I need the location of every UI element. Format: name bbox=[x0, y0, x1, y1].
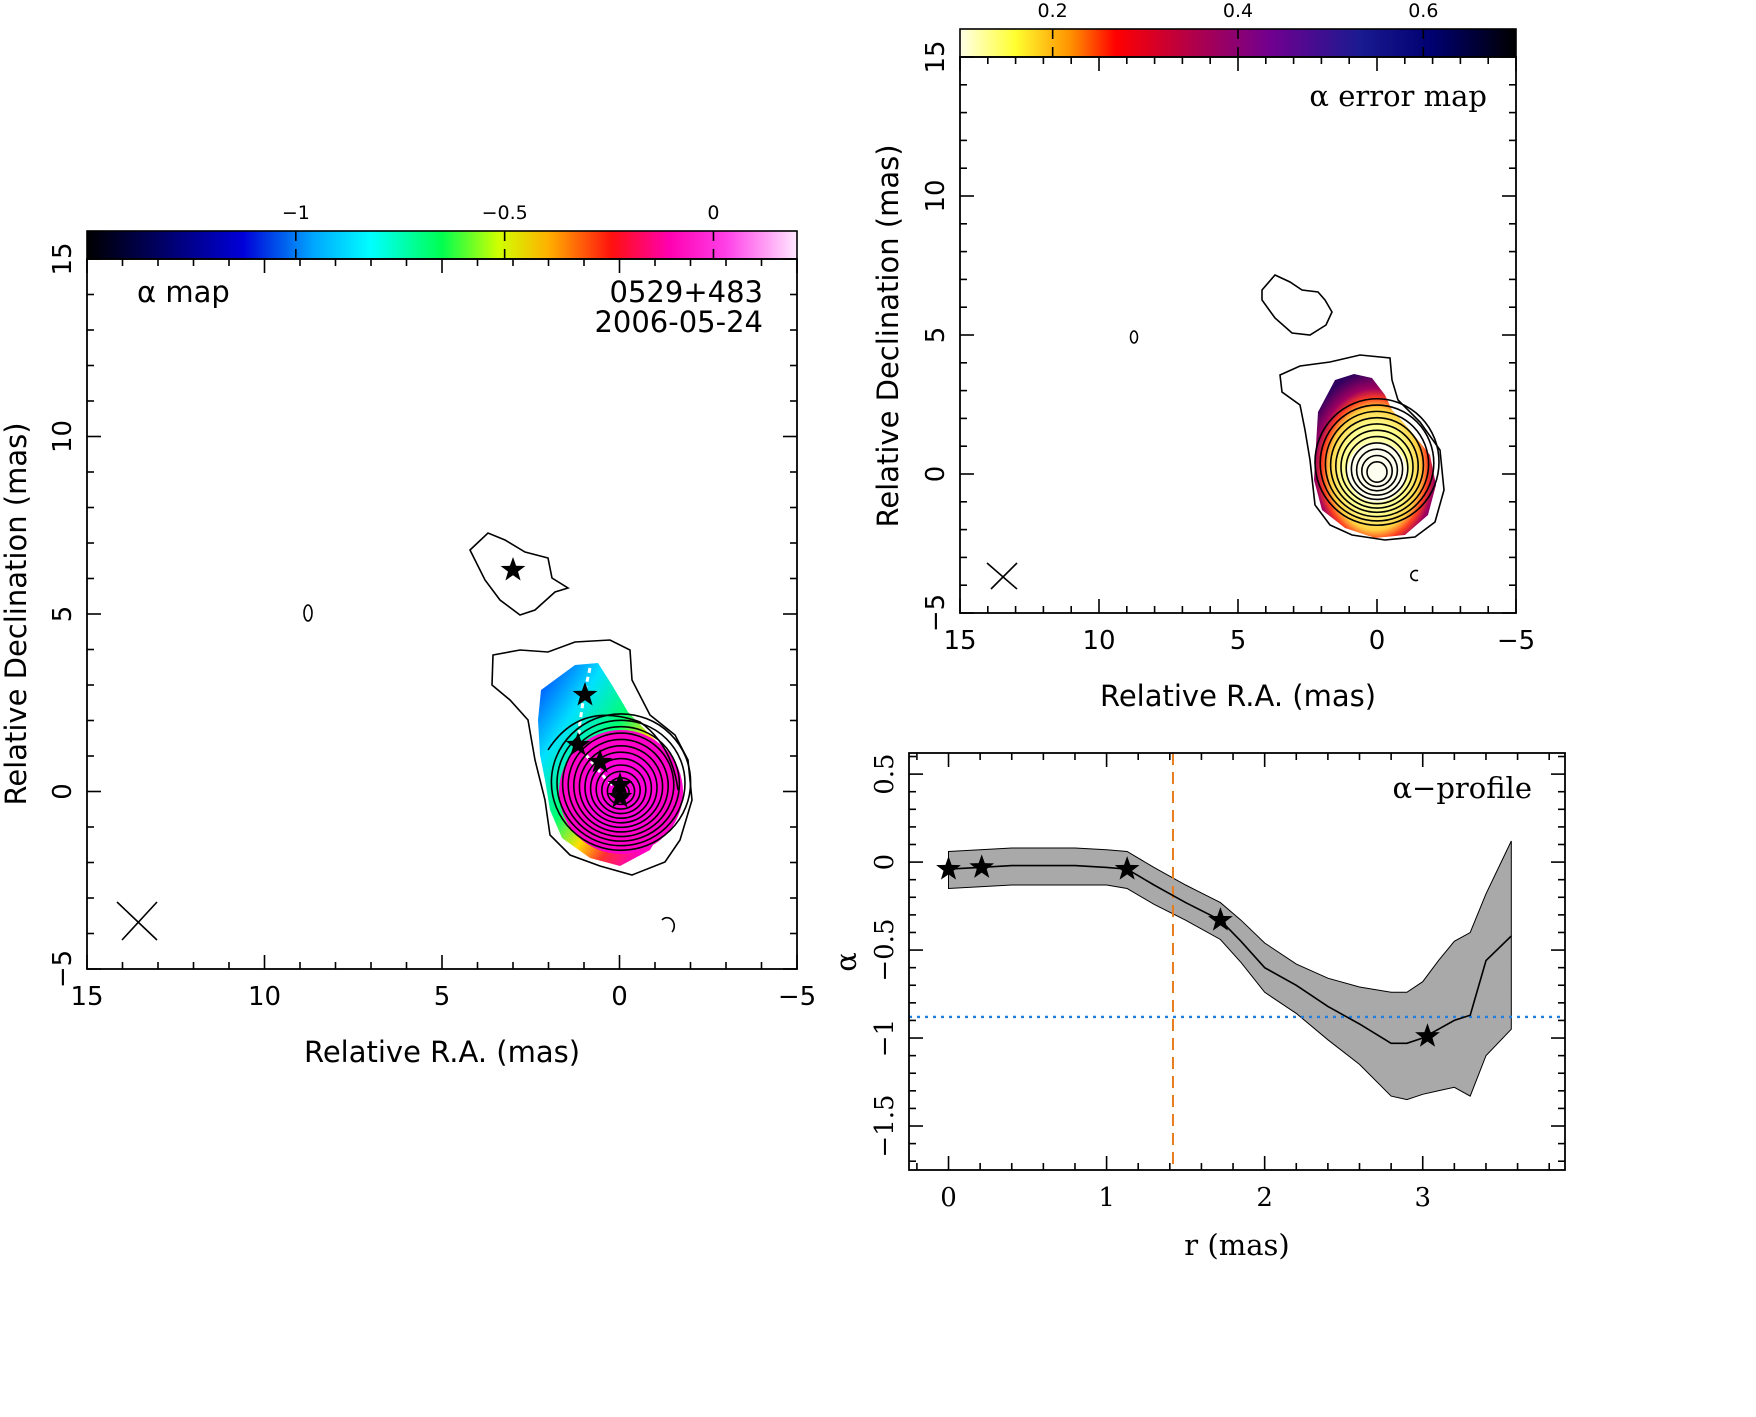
error-map-ytick-label: 15 bbox=[921, 40, 951, 73]
alpha-map-contour-ring bbox=[550, 713, 692, 852]
profile-xlabel: r (mas) bbox=[1184, 1228, 1289, 1262]
alpha-map-colorbar-tick-label: −0.5 bbox=[482, 202, 528, 224]
error-map-contour-ring bbox=[1335, 423, 1420, 509]
error-map-xtick-label: 15 bbox=[943, 626, 976, 656]
alpha-map-contour-ring bbox=[572, 738, 669, 833]
alpha-map-contour-ring bbox=[556, 719, 686, 847]
alpha-map-contour-ring bbox=[578, 745, 664, 829]
profile-line bbox=[948, 864, 1512, 1045]
alpha-map-ytick-label: 0 bbox=[48, 783, 78, 800]
alpha-map-xlabel: Relative R.A. (mas) bbox=[304, 1035, 580, 1069]
error-map-title: α error map bbox=[1309, 79, 1487, 113]
alpha-map-xtick-label: 10 bbox=[248, 982, 281, 1012]
alpha-error-map-panel: 0.2 0.4 0.6 15 10 5 0 −5 −5 0 5 10 15 α error map R… bbox=[871, 0, 1535, 713]
profile-ytick-label: −1 bbox=[870, 1019, 900, 1057]
alpha-map-contour-ring bbox=[567, 732, 675, 838]
alpha-map-ytick-label: 5 bbox=[48, 606, 78, 623]
profile-xtick-label: 0 bbox=[940, 1183, 957, 1213]
error-map-ytick-label: −5 bbox=[921, 594, 951, 632]
alpha-map-colorbar-tick-label: −1 bbox=[282, 202, 310, 224]
error-map-xlabel: Relative R.A. (mas) bbox=[1100, 679, 1376, 713]
alpha-map-ytick-label: −5 bbox=[48, 950, 78, 988]
error-map-contour-ring bbox=[1366, 460, 1388, 483]
error-map-colorbar-tick-label: 0.4 bbox=[1223, 0, 1253, 22]
alpha-map-xtick-label: −5 bbox=[778, 982, 816, 1012]
error-map-xtick-label: −5 bbox=[1497, 626, 1535, 656]
error-map-contour-ring bbox=[1329, 416, 1425, 514]
alpha-map-source: 0529+483 bbox=[610, 275, 763, 309]
profile-xtick-label: 2 bbox=[1256, 1183, 1273, 1213]
error-map-ytick-label: 5 bbox=[921, 327, 951, 344]
error-map-beam-icon bbox=[986, 562, 1018, 590]
error-map-ytick-label: 10 bbox=[921, 179, 951, 212]
profile-xtick-label: 3 bbox=[1414, 1183, 1431, 1213]
error-map-contour-ring bbox=[1319, 404, 1435, 522]
profile-ytick-label: 0 bbox=[870, 854, 900, 871]
error-colorbar-ticks: 0.2 0.4 0.6 bbox=[1038, 0, 1438, 57]
alpha-map-ytick-label: 10 bbox=[48, 420, 78, 453]
error-map-contour-ring bbox=[1355, 448, 1399, 492]
error-map-contour-ring bbox=[1350, 442, 1404, 496]
error-map-ytick-label: 0 bbox=[921, 466, 951, 483]
alpha-map-contour-ring bbox=[589, 757, 653, 819]
error-map-xtick-label: 10 bbox=[1082, 626, 1115, 656]
alpha-map-epoch: 2006-05-24 bbox=[594, 305, 763, 339]
alpha-map-ytick-label: 15 bbox=[48, 242, 78, 275]
error-map-xtick-label: 0 bbox=[1369, 626, 1386, 656]
alpha-map-contour-ring bbox=[595, 764, 647, 815]
error-map-ylabel: Relative Declination (mas) bbox=[871, 144, 905, 527]
alpha-map-ylabel: Relative Declination (mas) bbox=[0, 422, 33, 805]
error-map-colorbar-tick-label: 0.6 bbox=[1408, 0, 1438, 22]
alpha-map-contour-ring bbox=[547, 714, 679, 791]
alpha-colorbar-ticks: −1 −0.5 0 bbox=[282, 202, 720, 259]
profile-ytick-label: 0.5 bbox=[870, 753, 900, 794]
alpha-map-title: α map bbox=[137, 275, 230, 309]
alpha-map-contour-ring bbox=[561, 725, 681, 842]
error-map-colorbar-tick-label: 0.2 bbox=[1038, 0, 1068, 22]
error-map-contour-ring bbox=[1361, 454, 1394, 488]
alpha-map-xtick-label: 0 bbox=[611, 982, 628, 1012]
alpha-map-xtick-label: 5 bbox=[434, 982, 451, 1012]
error-map-contour-ring bbox=[1340, 429, 1414, 505]
alpha-map-contour-ring bbox=[584, 751, 658, 824]
error-map-contours bbox=[1129, 274, 1445, 582]
profile-ytick-label: −1.5 bbox=[870, 1094, 900, 1157]
error-map-contour-ring bbox=[1324, 410, 1430, 518]
alpha-map-beam-icon bbox=[116, 901, 158, 941]
alpha-colorbar bbox=[86, 230, 798, 260]
profile-error-band bbox=[948, 840, 1512, 1101]
error-map-contour-ring bbox=[1345, 435, 1409, 501]
profile-ylabel: α bbox=[829, 952, 863, 972]
alpha-profile-panel: 0 1 2 3 0.5 0 −0.5 −1 −1.5 α−profile r (mas) α bbox=[829, 752, 1566, 1262]
error-map-contour-ring bbox=[1314, 397, 1440, 527]
alpha-map-xtick-label: 15 bbox=[70, 982, 103, 1012]
alpha-map-contour-ring bbox=[600, 770, 641, 810]
profile-ytick-label: −0.5 bbox=[870, 918, 900, 981]
alpha-map-component-star bbox=[500, 557, 526, 581]
profile-title: α−profile bbox=[1392, 771, 1532, 805]
error-map-xtick-label: 5 bbox=[1230, 626, 1247, 656]
alpha-map-colorbar-tick-label: 0 bbox=[707, 202, 719, 224]
profile-xtick-label: 1 bbox=[1098, 1183, 1115, 1213]
